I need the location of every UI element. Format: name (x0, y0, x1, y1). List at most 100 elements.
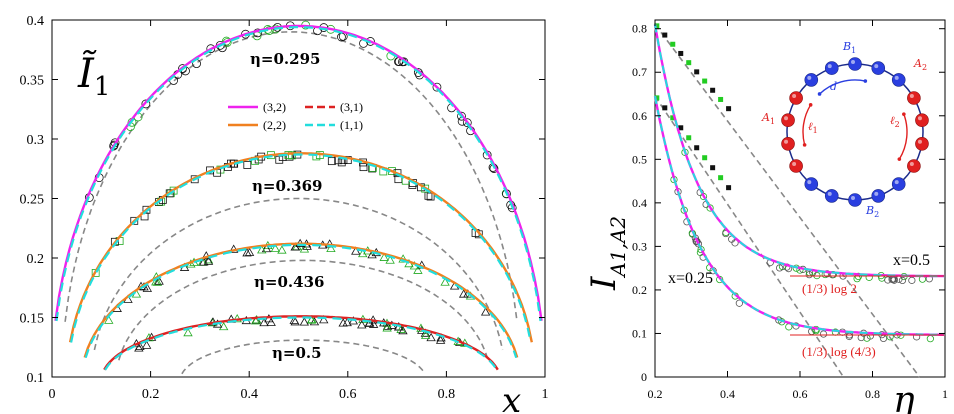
data-marker (257, 245, 267, 254)
right-xtick-label: 1 (942, 387, 948, 401)
right-xtick-label: 0.2 (648, 387, 663, 401)
data-marker (776, 264, 784, 272)
dotted-marker (694, 69, 700, 75)
left-ytick-label: 0.25 (20, 193, 45, 208)
data-marker (307, 314, 317, 324)
data-marker (457, 111, 466, 121)
site-highlight (874, 64, 879, 69)
data-marker (244, 247, 255, 256)
data-marker (154, 276, 164, 285)
blue-site (804, 73, 819, 87)
eta-label-0: η=0.295 (250, 50, 320, 68)
red-site (907, 159, 921, 173)
blue-site (848, 193, 862, 207)
data-marker (480, 307, 491, 316)
left-xtick-label: 0.2 (142, 387, 160, 402)
arrow-l1 (802, 104, 812, 146)
blue-site (891, 73, 906, 87)
left-axis-ticks: 0 0.2 0.4 0.6 0.8 1 0.1 0.15 0.2 0.25 0.3 0.35 0.4 (20, 14, 549, 402)
right-gray-dashed-lines (654, 23, 921, 378)
right-xtick-label: 0.6 (793, 387, 808, 401)
dotted-marker (710, 87, 716, 93)
data-marker (203, 255, 214, 264)
fit-curve (653, 95, 945, 336)
label-B1: B1 (842, 40, 856, 55)
data-marker (342, 317, 352, 327)
data-marker (358, 248, 368, 258)
data-marker (435, 335, 446, 344)
data-marker (183, 328, 193, 337)
site-highlight (827, 191, 832, 196)
gray-dashed-line (654, 23, 921, 378)
blue-site (871, 189, 886, 203)
blue-site (848, 57, 862, 71)
right-ytick-label: 0.5 (632, 152, 647, 166)
data-marker (277, 245, 287, 254)
left-xtick-label: 0.6 (339, 387, 357, 402)
label-A1: A1 (761, 111, 775, 126)
left-panel-label: Ĩ1 (77, 50, 110, 102)
data-marker (926, 335, 934, 343)
eta-label-1: η=0.369 (252, 177, 322, 195)
data-marker (908, 276, 916, 284)
lower-x-annotation: x=0.25 (668, 270, 713, 287)
data-marker (396, 324, 406, 333)
site-highlight (851, 196, 855, 200)
inset-labels: B1 B2 A1 A2 d ℓ1 ℓ2 (761, 40, 927, 219)
data-marker (203, 256, 214, 265)
data-marker (359, 163, 368, 172)
data-marker (141, 99, 151, 109)
site-highlight (792, 162, 797, 166)
data-marker (819, 330, 828, 338)
upper-log-annotation: (1/3) log 2 (802, 281, 857, 296)
label-d: d (830, 80, 837, 93)
dotted-marker (718, 175, 724, 181)
data-marker (458, 289, 469, 298)
dotted-marker (654, 23, 660, 29)
data-marker (199, 257, 209, 266)
dotted-marker (702, 155, 708, 161)
data-marker (694, 240, 703, 248)
data-marker (299, 317, 310, 326)
dotted-marker (662, 105, 668, 111)
gray-dashed-curve (118, 259, 489, 361)
dotted-marker (726, 106, 732, 112)
left-fit-curves (54, 24, 543, 371)
site-highlight (894, 180, 899, 185)
data-marker (206, 44, 216, 54)
dotted-marker (670, 41, 676, 47)
right-axis-ticks: 0.2 0.4 0.6 0.8 1 0 0.1 0.2 0.3 0.4 0.5 0.6 0.7 0.8 (632, 20, 948, 401)
data-marker (142, 283, 153, 292)
site-highlight (792, 94, 797, 98)
eta-label-3: η=0.5 (272, 344, 322, 362)
right-ytick-label: 0 (641, 370, 647, 384)
label-A2: A2 (913, 57, 927, 72)
left-ytick-label: 0.4 (27, 14, 45, 29)
upper-x-annotation: x=0.5 (893, 252, 930, 269)
data-marker (290, 242, 301, 251)
left-xtick-label: 0 (49, 387, 56, 402)
data-marker (104, 315, 114, 324)
data-marker (130, 216, 139, 225)
data-marker (731, 239, 739, 247)
left-data-markers (84, 20, 517, 352)
blue-site (804, 177, 819, 191)
data-marker (243, 161, 252, 169)
data-marker (152, 277, 163, 286)
site-highlight (784, 116, 789, 121)
data-marker (141, 340, 152, 349)
right-panel: 0.2 0.4 0.6 0.8 1 0 0.1 0.2 0.3 0.4 0.5 0.6 0.7 0.8 x… (584, 19, 948, 414)
site-highlight (909, 94, 914, 98)
gray-dashed-curve (93, 197, 504, 351)
site-highlight (784, 139, 789, 144)
red-site (781, 137, 795, 151)
red-site (781, 113, 795, 127)
site-highlight (874, 191, 879, 196)
red-site (789, 159, 803, 173)
data-marker (357, 320, 367, 329)
arrow-l1-head (802, 143, 807, 147)
data-marker (169, 186, 178, 195)
data-marker (367, 250, 377, 259)
dotted-marker (726, 185, 732, 191)
left-gray-dashed-curves (64, 31, 518, 375)
